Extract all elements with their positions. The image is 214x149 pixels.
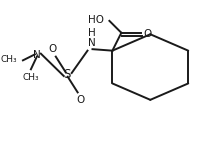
- Text: H
N: H N: [88, 28, 95, 48]
- Text: N: N: [33, 50, 41, 60]
- Text: O: O: [49, 44, 57, 54]
- Text: HO: HO: [88, 15, 104, 25]
- Text: O: O: [143, 29, 152, 39]
- Text: CH₃: CH₃: [22, 73, 39, 82]
- Text: S: S: [63, 68, 70, 81]
- Text: CH₃: CH₃: [0, 55, 17, 64]
- Text: O: O: [77, 95, 85, 105]
